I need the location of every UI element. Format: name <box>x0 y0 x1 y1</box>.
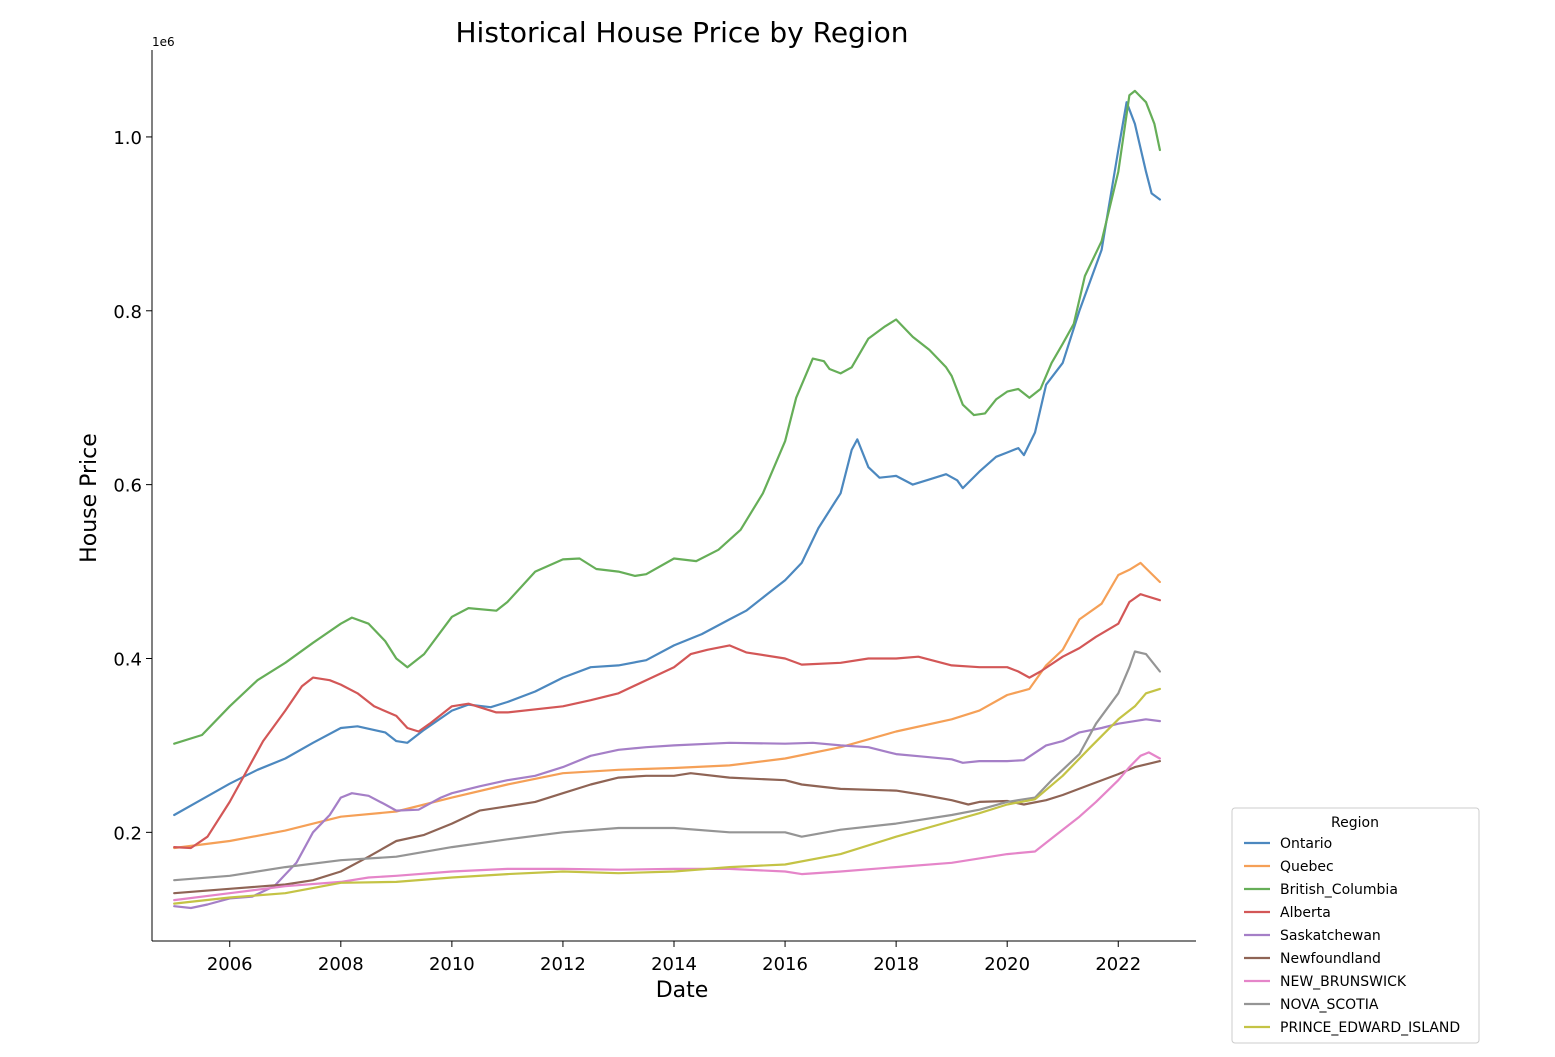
series-line-british-columbia <box>173 89 1161 745</box>
series-line-new-brunswick <box>173 751 1161 902</box>
x-tick-label: 2006 <box>207 954 253 975</box>
legend-items: Ontario Quebec British_Columbia Alberta Sask… <box>1244 836 1460 1036</box>
plot-area: 2006 2008 2010 2012 2014 2016 2018 2020 2022 0.2… <box>113 50 1196 975</box>
y-axis-label: House Price <box>77 433 102 563</box>
y-axis-exponent-label: 1e6 <box>152 35 175 49</box>
series-line-alberta <box>173 593 1161 850</box>
y-tick-label: 0.8 <box>113 302 142 323</box>
y-tick-label: 1.0 <box>113 128 142 149</box>
x-tick-label: 2012 <box>540 954 586 975</box>
x-axis-ticks: 2006 2008 2010 2012 2014 2016 2018 2020 2022 <box>207 941 1141 975</box>
series-lines <box>173 89 1161 910</box>
x-tick-label: 2014 <box>651 954 697 975</box>
series-line-quebec <box>173 561 1161 850</box>
series-line-prince-edward-island <box>173 687 1161 905</box>
x-tick-label: 2022 <box>1095 954 1141 975</box>
y-tick-label: 0.6 <box>113 476 142 497</box>
legend-label-quebec: Quebec <box>1280 859 1334 875</box>
legend-frame <box>1231 807 1480 1044</box>
chart-title: Historical House Price by Region <box>455 16 908 49</box>
x-tick-label: 2018 <box>873 954 919 975</box>
legend-label-british-columbia: British_Columbia <box>1280 882 1398 898</box>
x-tick-label: 2008 <box>318 954 364 975</box>
y-tick-label: 0.2 <box>113 823 142 844</box>
legend-label-alberta: Alberta <box>1280 905 1331 921</box>
legend: Region Ontario Quebec British_Columbia Albe… <box>1231 807 1480 1044</box>
legend-label-prince-edward-island: PRINCE_EDWARD_ISLAND <box>1280 1020 1460 1036</box>
x-tick-label: 2020 <box>984 954 1030 975</box>
series-line-newfoundland <box>173 760 1161 895</box>
series-line-nova-scotia <box>173 650 1161 882</box>
series-line-saskatchewan <box>173 718 1161 910</box>
legend-label-newfoundland: Newfoundland <box>1280 951 1381 967</box>
x-axis-label: Date <box>656 978 709 1003</box>
legend-title: Region <box>1331 815 1379 831</box>
x-tick-label: 2010 <box>429 954 475 975</box>
x-tick-label: 2016 <box>762 954 808 975</box>
legend-label-nova-scotia: NOVA_SCOTIA <box>1280 997 1379 1013</box>
y-axis-ticks: 0.2 0.4 0.6 0.8 1.0 <box>113 128 152 844</box>
legend-label-saskatchewan: Saskatchewan <box>1280 928 1381 944</box>
y-tick-label: 0.4 <box>113 649 142 670</box>
legend-label-new-brunswick: NEW_BRUNSWICK <box>1280 974 1407 990</box>
series-line-ontario <box>173 101 1161 817</box>
legend-label-ontario: Ontario <box>1280 836 1332 852</box>
